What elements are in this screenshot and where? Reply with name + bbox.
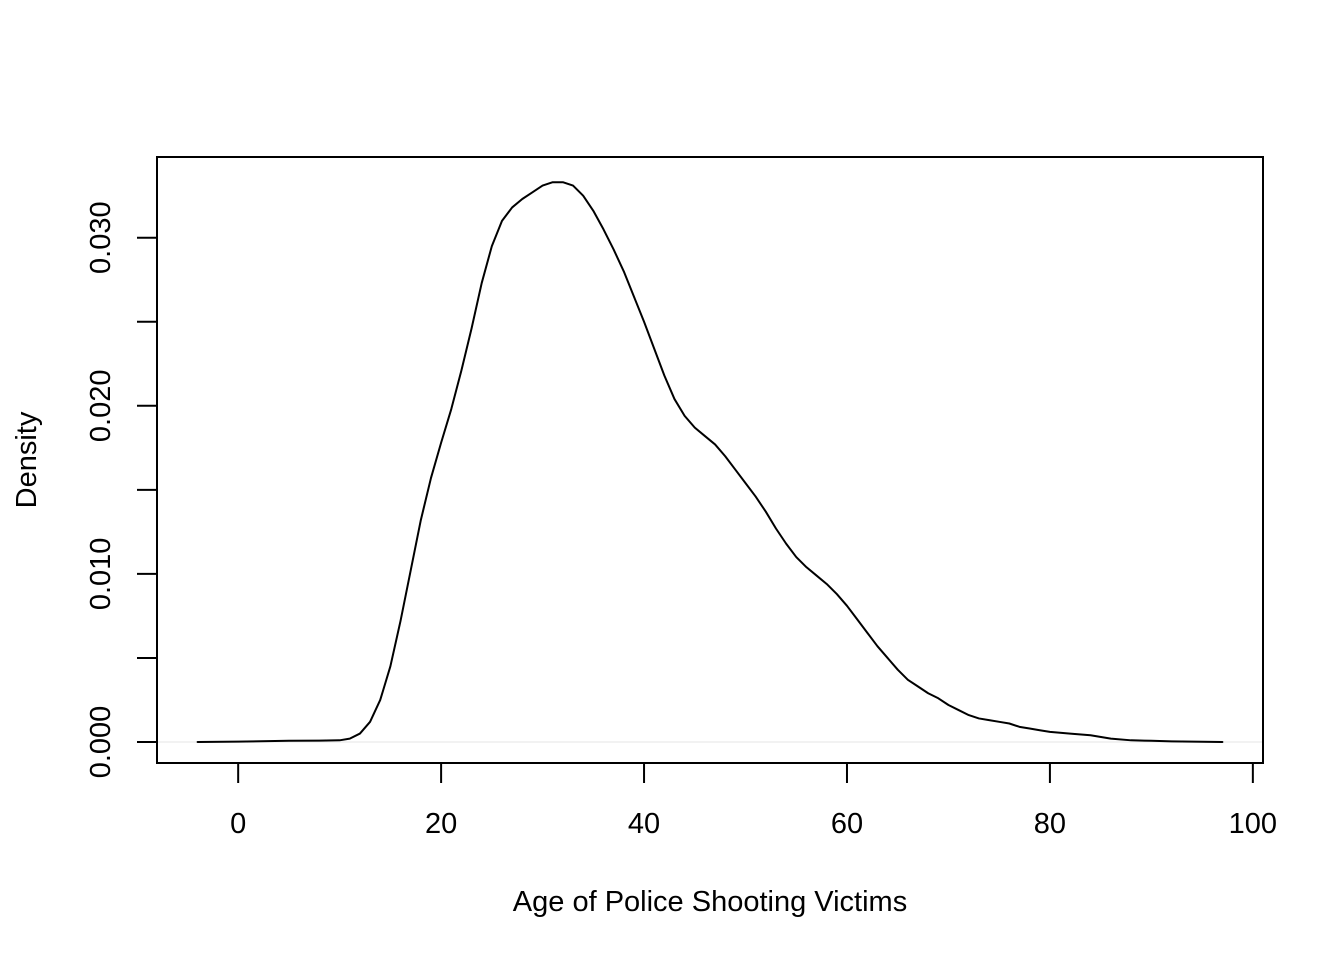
y-tick-label: 0.030: [85, 201, 117, 274]
x-tick-label: 0: [230, 808, 246, 840]
density-curve: [196, 181, 1224, 743]
x-axis: 0 20 40 60 80 100: [230, 762, 1277, 840]
plot-frame: [156, 156, 1264, 764]
y-tick-label: 0.000: [85, 706, 117, 779]
y-tick-label: 0.020: [85, 369, 117, 442]
y-axis-label: Density: [11, 411, 43, 508]
series-layer: [196, 181, 1224, 743]
x-tick-label: 80: [1034, 808, 1066, 840]
y-axis: 0.000 0.010 0.020 0.030: [85, 201, 158, 779]
x-axis-label: Age of Police Shooting Victims: [513, 886, 907, 918]
y-tick-label: 0.010: [85, 538, 117, 611]
x-tick-label: 60: [831, 808, 863, 840]
x-tick-label: 20: [425, 808, 457, 840]
x-tick-label: 100: [1229, 808, 1277, 840]
x-tick-label: 40: [628, 808, 660, 840]
